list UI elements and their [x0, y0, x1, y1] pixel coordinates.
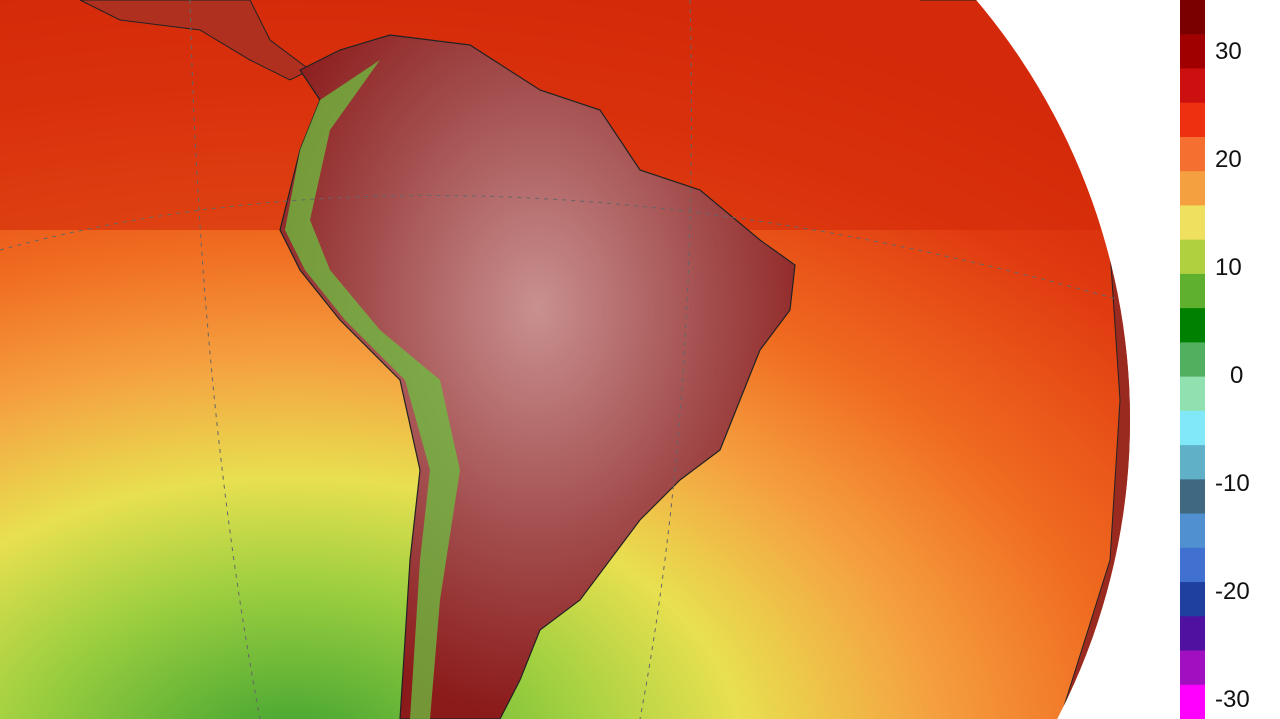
colorbar-segment: [1180, 650, 1205, 686]
colorbar-segment: [1180, 479, 1205, 515]
colorbar-segment: [1180, 34, 1205, 70]
colorbar-segment: [1180, 136, 1205, 173]
central-america: [79, 0, 311, 81]
colorbar-segment: [1180, 445, 1205, 481]
colorbar-segment: [1180, 0, 1205, 36]
colorbar-tick: 0: [1230, 362, 1244, 389]
colorbar-segment: [1180, 171, 1205, 207]
colorbar-segment: [1180, 308, 1205, 344]
colorbar-tick: -10: [1215, 470, 1250, 497]
colorbar-segment: [1180, 342, 1205, 378]
colorbar-segment: [1180, 376, 1205, 412]
colorbar-tick: 10: [1215, 254, 1242, 281]
colorbar-segment: [1180, 684, 1205, 719]
colorbar-segment: [1180, 239, 1205, 275]
colorbar-segment: [1180, 547, 1205, 584]
colorbar-tick: 20: [1215, 146, 1242, 173]
colorbar-tick: -30: [1215, 686, 1250, 713]
south-america: [279, 34, 796, 719]
colorbar-segment: [1180, 616, 1205, 652]
colorbar-segment: [1180, 68, 1205, 104]
colorbar-segment: [1180, 410, 1205, 447]
colorbar-tick: 30: [1215, 38, 1242, 65]
colorbar-segment: [1180, 513, 1205, 549]
colorbar: [1180, 0, 1205, 719]
colorbar-tick: -20: [1215, 578, 1250, 605]
colorbar-segment: [1180, 273, 1205, 310]
andes: [285, 60, 460, 719]
colorbar-segment: [1180, 205, 1205, 241]
temperature-map: [0, 0, 1130, 719]
colorbar-segment: [1180, 582, 1205, 618]
colorbar-segment: [1180, 102, 1205, 138]
